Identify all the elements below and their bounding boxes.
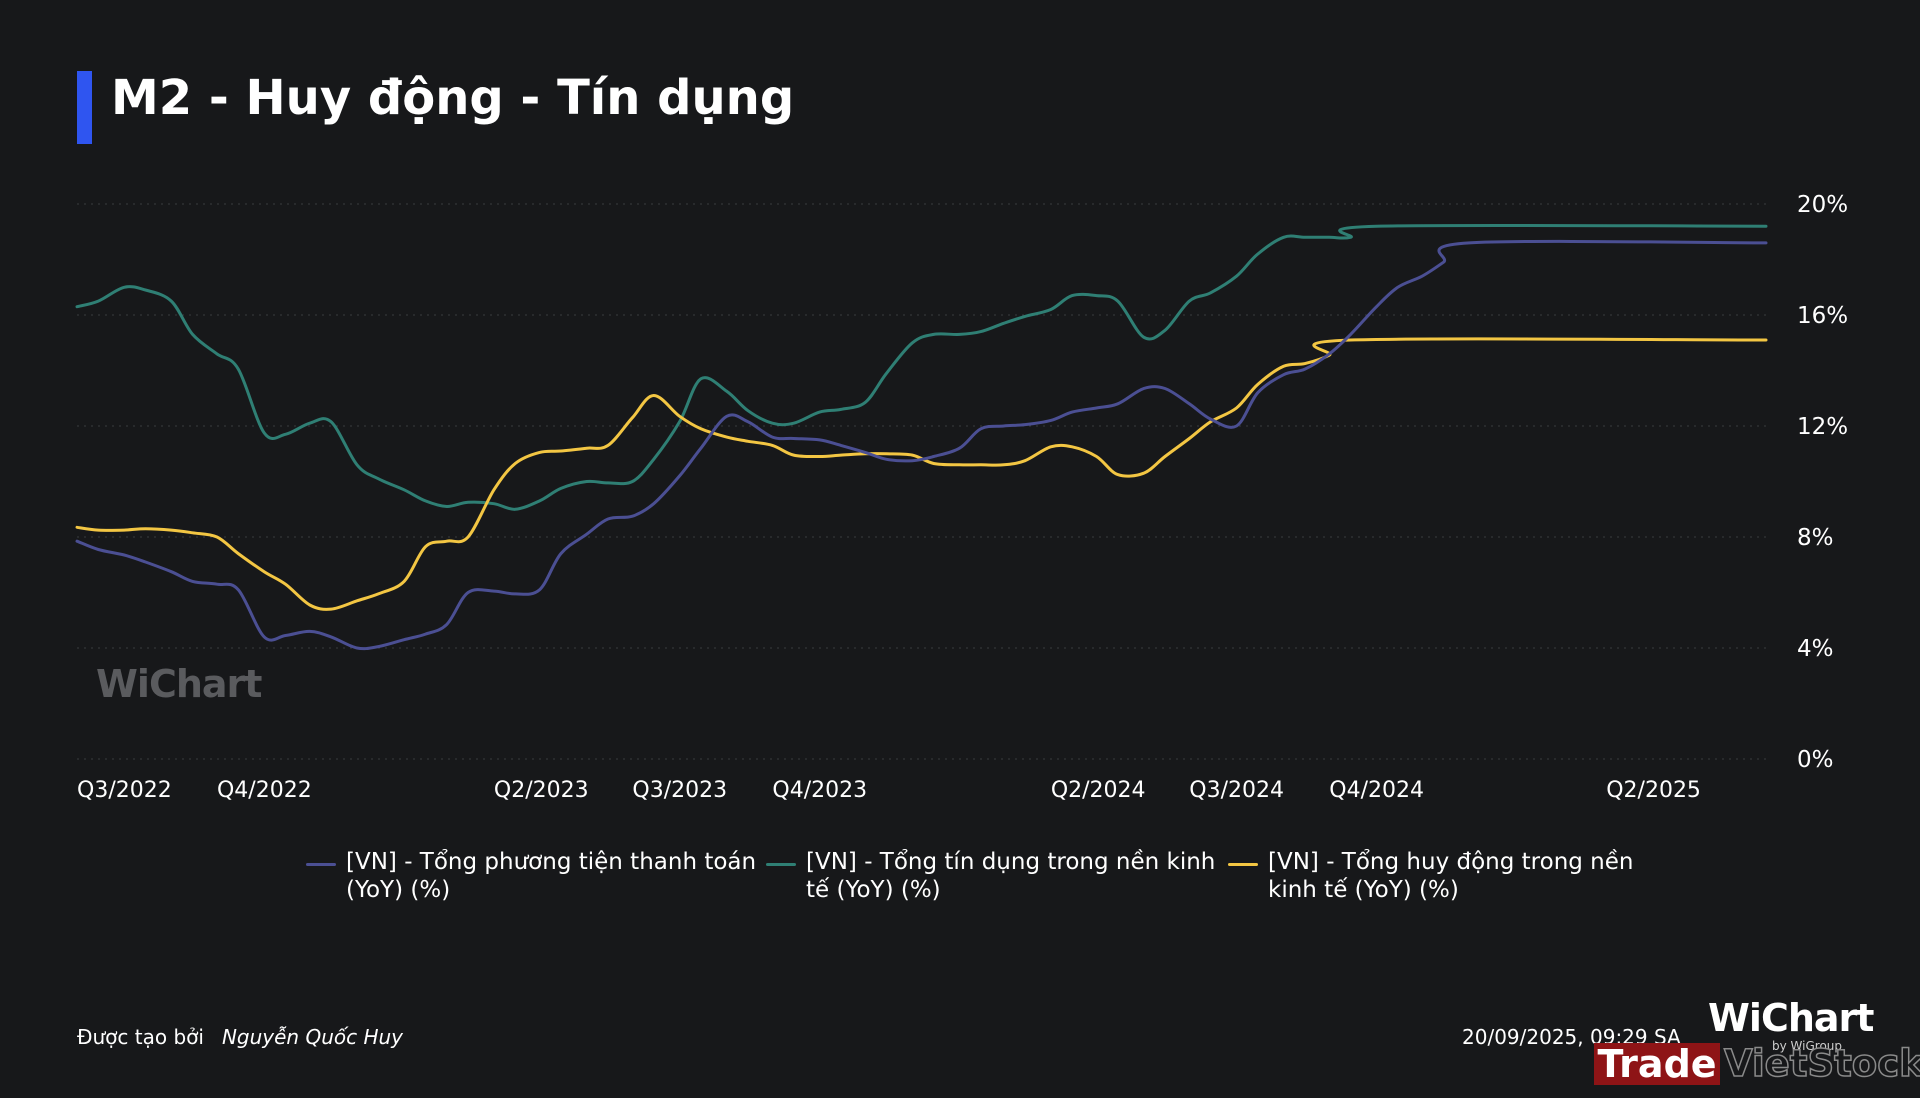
vietstock-logo: VietStock bbox=[1723, 1041, 1920, 1086]
x-tick-label: Q3/2024 bbox=[1189, 778, 1284, 803]
x-tick-label: Q3/2023 bbox=[632, 778, 727, 803]
trade-logo: Trade bbox=[1594, 1043, 1720, 1085]
y-tick-label: 0% bbox=[1797, 747, 1834, 773]
x-tick-label: Q4/2023 bbox=[772, 778, 867, 803]
series-line-deposit[interactable] bbox=[75, 337, 1768, 611]
author-name: Nguyễn Quốc Huy bbox=[221, 1025, 404, 1049]
legend-label-m2: [VN] - Tổng phương tiện thanh toán (YoY)… bbox=[346, 849, 757, 903]
y-tick-label: 4% bbox=[1797, 636, 1834, 662]
x-tick-label: Q2/2024 bbox=[1051, 778, 1146, 803]
y-tick-label: 12% bbox=[1797, 414, 1848, 440]
y-tick-label: 8% bbox=[1797, 525, 1834, 551]
chart-title: M2 - Huy động - Tín dụng bbox=[111, 70, 795, 126]
legend-swatch-m2 bbox=[306, 863, 336, 866]
line-chart: 0% 4% 8% 12% 16% 20% Q3/2022 Q4/2022 Q2/2023 Q3/2… bbox=[75, 192, 1848, 803]
legend-item-deposit[interactable]: [VN] - Tổng huy động trong nền kinh tế (… bbox=[1228, 848, 1668, 904]
legend-swatch-credit bbox=[766, 863, 796, 866]
x-tick-label: Q4/2022 bbox=[217, 778, 312, 803]
legend-label-credit: [VN] - Tổng tín dụng trong nền kinh tế (… bbox=[806, 849, 1216, 903]
series-line-m2[interactable] bbox=[75, 239, 1768, 651]
x-tick-label: Q3/2022 bbox=[77, 778, 172, 803]
wigroup-logo: by WiGroup bbox=[1772, 1039, 1843, 1053]
chart-legend: [VN] - Tổng phương tiện thanh toán (YoY)… bbox=[0, 848, 1920, 918]
wichart-logo: WiChart bbox=[1708, 996, 1874, 1040]
y-tick-label: 16% bbox=[1797, 303, 1848, 329]
wichart-watermark: WiChart bbox=[96, 662, 262, 706]
legend-item-credit[interactable]: [VN] - Tổng tín dụng trong nền kinh tế (… bbox=[766, 848, 1236, 904]
legend-item-m2[interactable]: [VN] - Tổng phương tiện thanh toán (YoY)… bbox=[306, 848, 776, 904]
title-accent-bar bbox=[77, 71, 92, 144]
x-tick-label: Q2/2025 bbox=[1606, 778, 1701, 803]
legend-swatch-deposit bbox=[1228, 863, 1258, 866]
legend-label-deposit: [VN] - Tổng huy động trong nền kinh tế (… bbox=[1268, 849, 1634, 903]
y-tick-label: 20% bbox=[1797, 192, 1848, 218]
series-line-credit[interactable] bbox=[75, 223, 1768, 511]
x-tick-label: Q2/2023 bbox=[494, 778, 589, 803]
footer-credit: Được tạo bởi Nguyễn Quốc Huy bbox=[77, 1025, 403, 1049]
created-by-label: Được tạo bởi bbox=[77, 1025, 204, 1049]
x-tick-label: Q4/2024 bbox=[1329, 778, 1424, 803]
